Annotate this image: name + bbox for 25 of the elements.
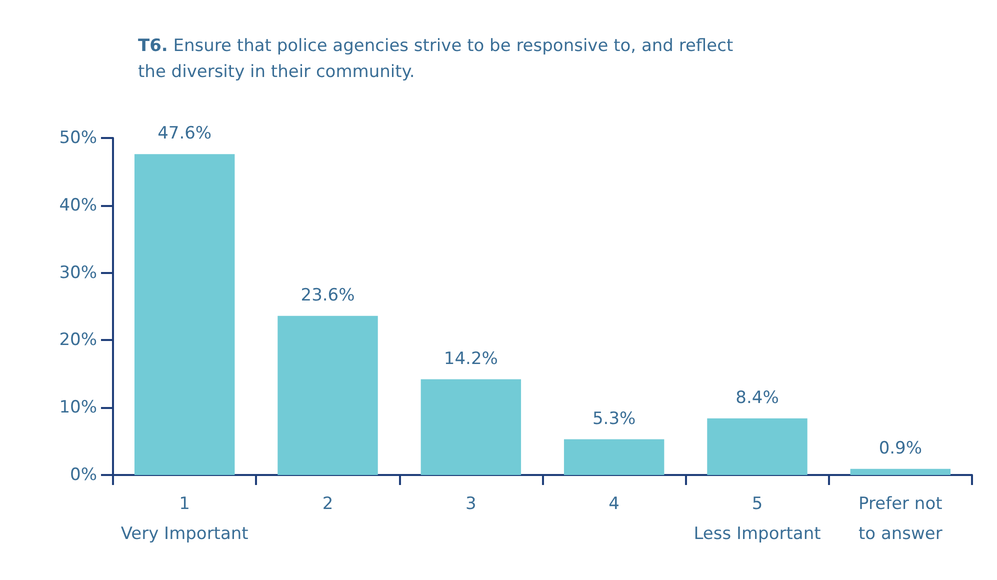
x-tick-label: 5 Less Important <box>694 494 822 544</box>
data-label: 5.3% <box>592 408 636 429</box>
x-tick-label: Prefer not to answer <box>858 494 943 544</box>
bar <box>564 439 664 475</box>
bar <box>707 418 808 475</box>
y-tick-label: 0% <box>70 465 97 485</box>
y-tick-label: 20% <box>59 330 97 350</box>
y-tick-label: 10% <box>59 398 97 418</box>
data-label: 8.4% <box>736 388 779 408</box>
x-tick-label: 2 <box>322 494 334 514</box>
bar <box>420 379 522 475</box>
x-tick-label: 3 <box>466 494 476 514</box>
y-tick-label: 40% <box>59 195 97 216</box>
bar <box>278 316 378 475</box>
data-label: 23.6% <box>300 285 355 306</box>
bar <box>134 154 235 475</box>
data-label: 0.9% <box>878 438 922 458</box>
x-tick-label: 1 Very Important <box>120 494 249 544</box>
x-tick-label: 4 <box>608 494 620 514</box>
y-tick-label: 30% <box>59 262 97 283</box>
data-label: 14.2% <box>444 348 498 369</box>
y-tick-label: 50% <box>59 128 97 148</box>
chart-title: T6. Ensure that police agencies strive to be responsive to, and reflect the diversity in their community. <box>138 36 734 82</box>
data-label: 47.6% <box>158 124 212 144</box>
bar <box>850 468 951 475</box>
